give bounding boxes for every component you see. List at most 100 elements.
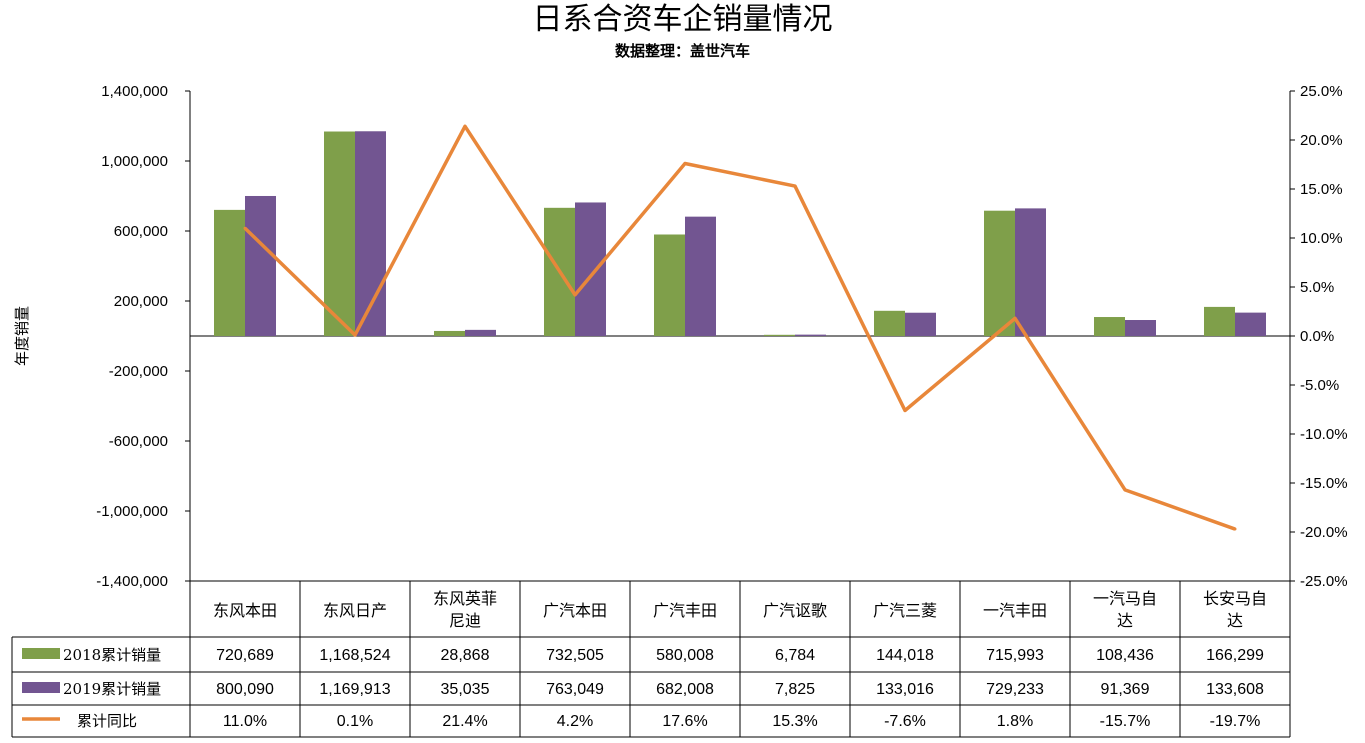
legend-label: 2019累计销量 [63,680,161,698]
table-cell-value: 144,018 [876,647,934,664]
right-tick-label: -20.0% [1300,524,1348,541]
table-cell-value: 28,868 [441,647,490,664]
right-tick-label: 20.0% [1300,132,1343,149]
bar-2018累计销量 [434,330,465,336]
right-tick-label: 25.0% [1300,83,1343,100]
table-cell-value: 1,168,524 [319,647,390,664]
right-tick-label: 10.0% [1300,230,1343,247]
category-label: 东风日产 [323,601,387,620]
table-cell-value: -7.6% [884,713,926,730]
bar-2019累计销量 [1015,208,1046,336]
table-cell-value: 800,090 [216,681,274,698]
category-label: 达 [1227,611,1243,630]
line-point [353,333,357,337]
line-point [683,162,687,166]
table-cell-value: 15.3% [772,713,817,730]
legend-swatch-2018累计销量 [22,648,60,659]
table-cell-value: 732,505 [546,647,604,664]
left-tick-label: -1,400,000 [96,573,168,590]
bar-2018累计销量 [984,210,1015,336]
line-point [573,293,577,297]
bar-2018累计销量 [654,234,685,336]
legend-swatch-2019累计销量 [22,682,60,693]
right-tick-label: 0.0% [1300,328,1334,345]
bar-2018累计销量 [1094,317,1125,336]
right-tick-label: -5.0% [1300,377,1339,394]
bar-2019累计销量 [245,195,276,336]
table-cell-value: 580,008 [656,647,714,664]
right-tick-label: 5.0% [1300,279,1334,296]
category-label: 广汽丰田 [653,601,717,620]
table-cell-value: 1,169,913 [319,681,390,698]
table-cell-value: 166,299 [1206,647,1264,664]
bar-2018累计销量 [764,334,795,336]
table-cell-value: 715,993 [986,647,1044,664]
bar-2018累计销量 [214,209,245,336]
legend-label: 累计同比 [77,712,137,730]
category-label: 东风英菲 [433,589,497,608]
table-cell-value: 6,784 [775,647,815,664]
y-axis-title: 年度销量 [13,306,31,366]
table-cell-value: 133,608 [1206,681,1264,698]
table-cell-value: 21.4% [442,713,487,730]
chart-title: 日系合资车企销量情况 [532,2,833,37]
line-point [243,226,247,230]
line-point [1233,527,1237,531]
line-point [1123,488,1127,492]
bar-2019累计销量 [685,216,716,336]
right-tick-label: -25.0% [1300,573,1348,590]
line-point [903,408,907,412]
category-label: 长安马自 [1203,589,1267,608]
left-tick-label: 600,000 [114,223,168,240]
table-cell-value: 133,016 [876,681,934,698]
right-tick-label: 15.0% [1300,181,1343,198]
left-tick-label: -200,000 [109,363,168,380]
bar-2019累计销量 [1125,320,1156,336]
category-label: 一汽马自 [1093,589,1157,608]
category-label: 广汽本田 [543,601,607,620]
category-label: 广汽三菱 [873,601,937,620]
line-point [1013,316,1017,320]
bar-2019累计销量 [465,329,496,336]
category-label: 一汽丰田 [983,601,1047,620]
left-tick-label: 1,000,000 [101,153,168,170]
line-累计同比 [243,124,1236,531]
table-cell-value: 763,049 [546,681,604,698]
right-tick-label: -15.0% [1300,475,1348,492]
bar-2018累计销量 [324,131,355,336]
bar-2018累计销量 [874,310,905,336]
table-cell-value: 7,825 [775,681,815,698]
legend-label: 2018累计销量 [63,646,161,664]
category-label: 广汽讴歌 [763,601,827,620]
left-tick-label: -600,000 [109,433,168,450]
category-label: 东风本田 [213,601,277,620]
table-cell-value: 682,008 [656,681,714,698]
table-cell-value: 17.6% [662,713,707,730]
table-cell-value: 91,369 [1101,681,1150,698]
table-cell-value: 720,689 [216,647,274,664]
table-cell-value: 108,436 [1096,647,1154,664]
table-cell-value: -15.7% [1100,713,1151,730]
table-cell-value: 35,035 [441,681,490,698]
bar-2019累计销量 [905,312,936,336]
bar-2018累计销量 [1204,306,1235,336]
category-label: 达 [1117,611,1133,630]
right-tick-label: -10.0% [1300,426,1348,443]
left-tick-label: 200,000 [114,293,168,310]
line-point [793,184,797,188]
bar-2019累计销量 [1235,312,1266,336]
table-cell-value: -19.7% [1210,713,1261,730]
table-cell-value: 0.1% [337,713,373,730]
bar-2019累计销量 [575,202,606,336]
table-cell-value: 4.2% [557,713,593,730]
chart-subtitle: 数据整理：盖世汽车 [614,42,750,60]
table-cell-value: 1.8% [997,713,1033,730]
bar-2019累计销量 [795,334,826,336]
line-point [463,124,467,128]
table-cell-value: 729,233 [986,681,1044,698]
left-tick-label: -1,000,000 [96,503,168,520]
table-cell-value: 11.0% [223,713,267,730]
category-label: 尼迪 [449,611,481,630]
left-tick-label: 1,400,000 [101,83,168,100]
